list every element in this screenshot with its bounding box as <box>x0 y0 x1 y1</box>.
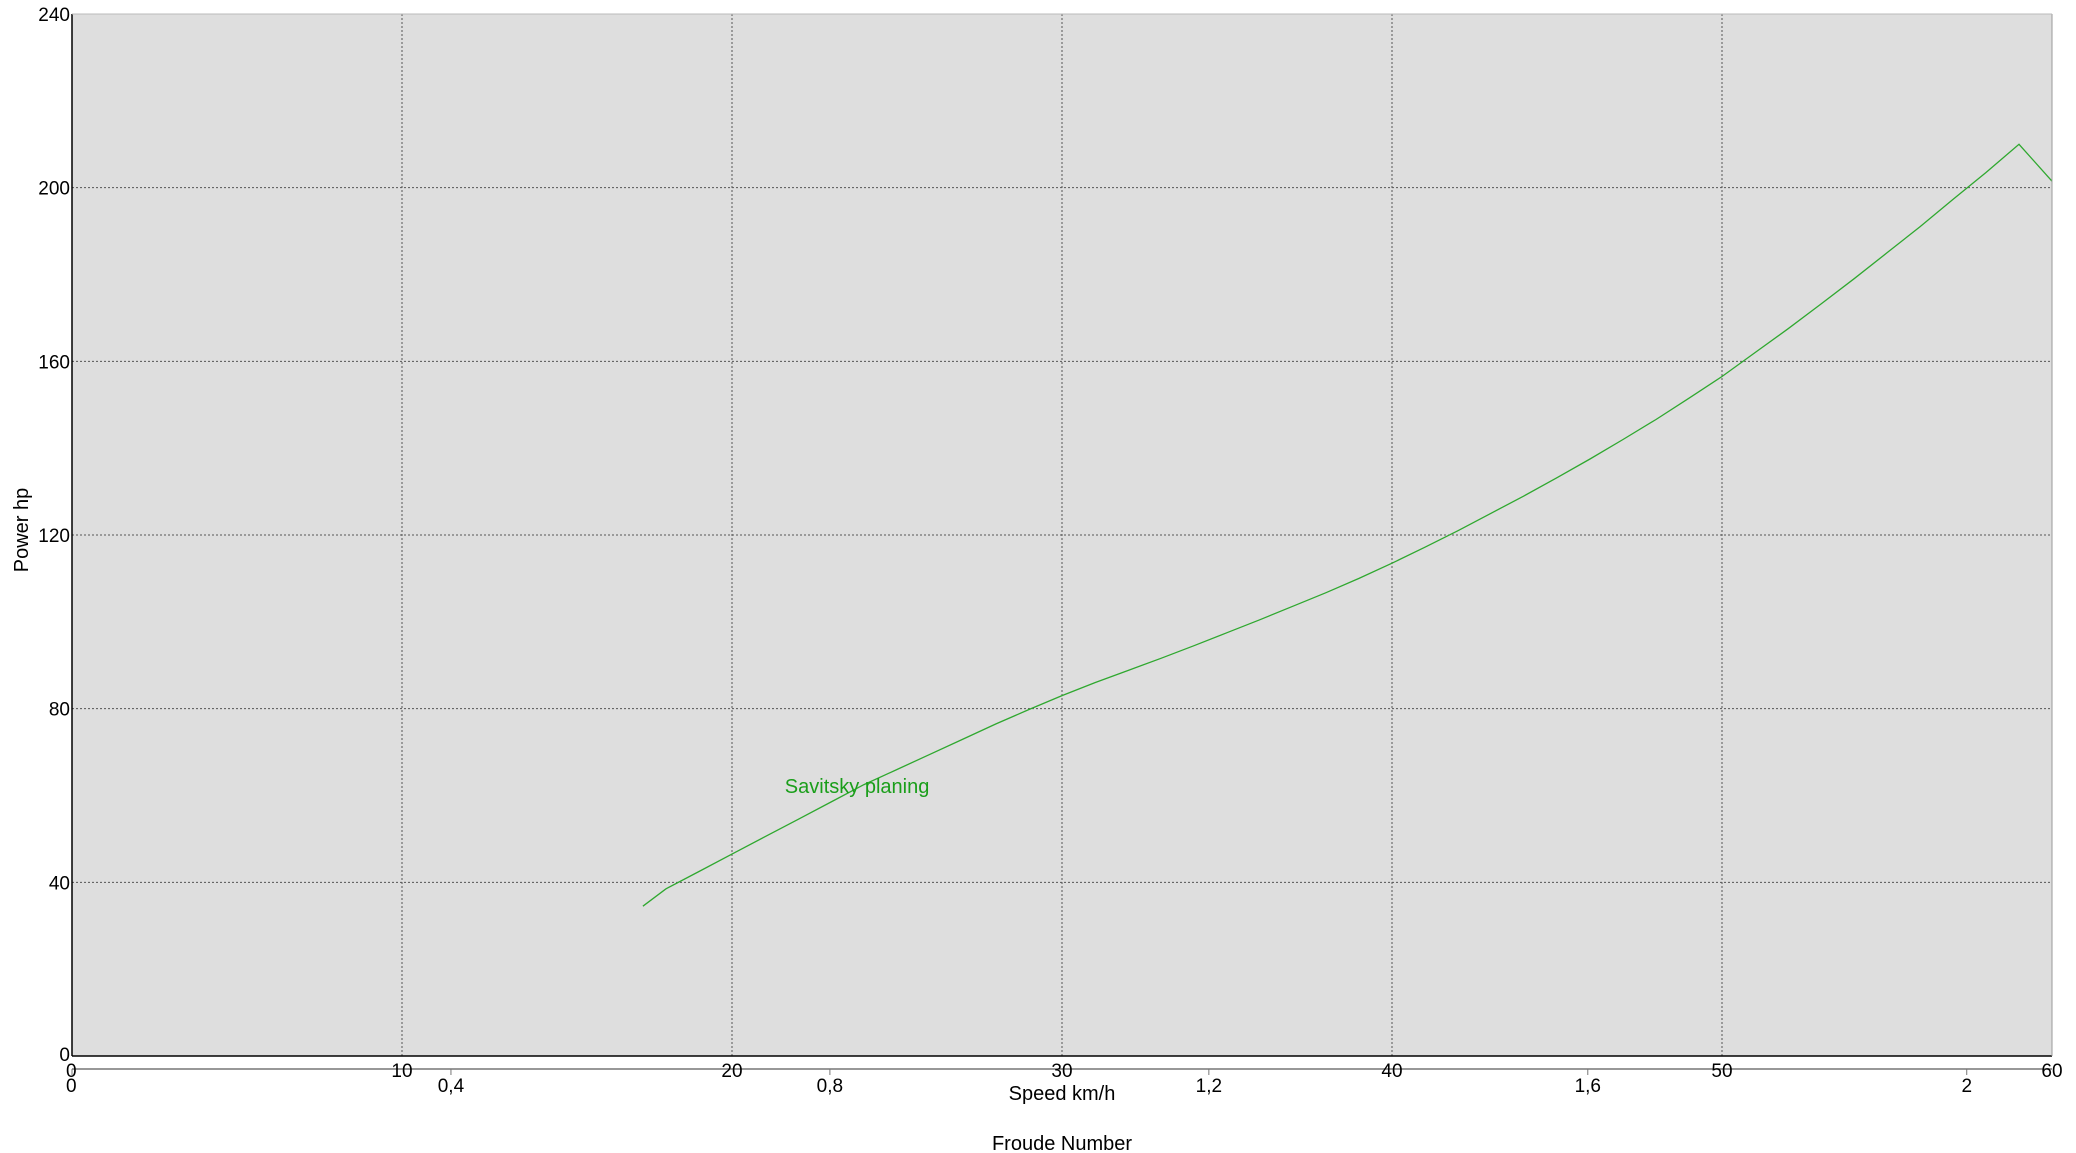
y-axis-title: Power hp <box>11 488 33 573</box>
x-tick-label: 10 <box>391 1061 412 1082</box>
froude-tick-label: 0,4 <box>438 1076 465 1097</box>
x-tick-label: 40 <box>1381 1061 1402 1082</box>
froude-tick-label: 0 <box>66 1076 77 1097</box>
x-tick-label: 60 <box>2041 1061 2062 1082</box>
axes <box>71 13 2053 1075</box>
x-axis-title: Speed km/h <box>1009 1083 1116 1105</box>
x-tick-label: 30 <box>1051 1061 1072 1082</box>
grid-lines <box>72 13 2053 1056</box>
y-tick-label: 80 <box>49 700 70 721</box>
froude-tick-label: 0,8 <box>817 1076 843 1097</box>
y-tick-label: 120 <box>38 526 70 547</box>
froude-tick-label: 1,6 <box>1575 1076 1601 1097</box>
froude-tick-label: 1,2 <box>1196 1076 1222 1097</box>
y-tick-label: 0 <box>59 1045 70 1066</box>
y-tick-label: 160 <box>38 352 70 373</box>
froude-tick-label: 2 <box>1961 1076 1972 1097</box>
y-tick-label: 200 <box>38 179 70 200</box>
x-tick-label: 0 <box>66 1061 77 1082</box>
froude-axis-title: Froude Number <box>992 1133 1132 1153</box>
series-layer: Savitsky planing <box>642 143 2053 907</box>
x-tick-label: 50 <box>1711 1061 1732 1082</box>
y-tick-label: 40 <box>49 873 70 894</box>
y-tick-label: 240 <box>38 5 70 26</box>
series-line-savitsky-planing <box>642 143 2053 907</box>
series-label: Savitsky planing <box>785 776 930 798</box>
x-tick-label: 20 <box>721 1061 742 1082</box>
tick-labels: 0 10 20 30 40 50 60 0 40 80 120 160 200 240 0 0,4 0,8 1,2… <box>38 5 2062 1097</box>
